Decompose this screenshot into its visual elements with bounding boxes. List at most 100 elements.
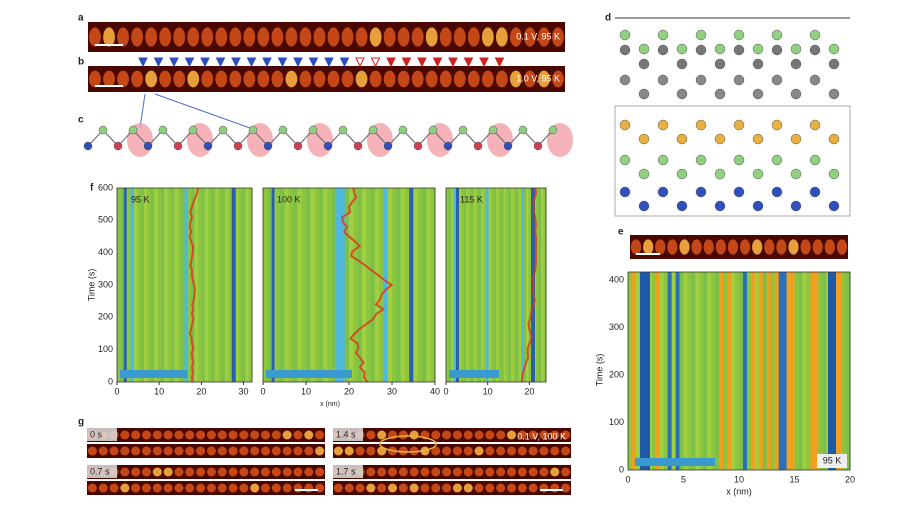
- stm-spot: [387, 467, 398, 477]
- atom: [790, 133, 802, 145]
- atom: [809, 29, 821, 41]
- stm-spot: [355, 446, 365, 456]
- stm-spot: [474, 467, 484, 477]
- site-marker: [169, 57, 179, 68]
- stm-spot: [453, 70, 466, 88]
- heatmap-column: [651, 272, 657, 470]
- blue-stripe: [123, 188, 127, 382]
- frame-time: 1.7 s: [336, 466, 356, 476]
- heatmap-column: [177, 188, 182, 382]
- heatmap-column: [810, 272, 815, 470]
- y-tick-label: 500: [98, 215, 113, 225]
- heatmap-column: [263, 188, 268, 382]
- stm-spot: [217, 446, 227, 456]
- stm-spot: [431, 467, 441, 477]
- atom: [293, 141, 303, 151]
- stm-spot: [467, 70, 480, 88]
- stm-spot: [260, 483, 271, 493]
- atom: [809, 119, 821, 131]
- stm-spot: [485, 430, 495, 440]
- heatmap-column: [541, 188, 544, 382]
- heatmap-column: [770, 272, 776, 470]
- blue-stripe: [231, 188, 236, 382]
- atom: [752, 58, 764, 70]
- heatmap-column: [543, 188, 547, 382]
- heatmap-column: [417, 188, 423, 382]
- heatmap-column: [413, 188, 419, 382]
- panel-d-frame: [614, 105, 851, 217]
- stm-spot: [425, 70, 438, 88]
- stm-spot: [561, 483, 571, 493]
- heatmap-column: [301, 188, 307, 382]
- x-axis-label: x (nm): [320, 401, 340, 408]
- temperature-tag: 95 K: [823, 455, 842, 465]
- atom: [809, 44, 821, 56]
- atom: [248, 125, 258, 135]
- stm-spot: [304, 430, 314, 440]
- heatmap-column: [754, 272, 760, 470]
- atom: [733, 119, 745, 131]
- heatmap-column: [695, 272, 700, 470]
- heatmap-column: [511, 188, 514, 382]
- stm-spot: [366, 483, 376, 493]
- stm-spot: [293, 483, 303, 493]
- stm-spot: [409, 446, 419, 456]
- stm-spot: [152, 446, 162, 456]
- stm-spot: [174, 467, 184, 477]
- stm-spot: [196, 467, 206, 477]
- stm-spot: [173, 70, 186, 88]
- stm-spot: [409, 467, 419, 477]
- stm-spot: [377, 430, 387, 440]
- stm-spot: [257, 70, 270, 88]
- stm-spot: [366, 446, 376, 456]
- stm-spot: [510, 27, 522, 47]
- stm-spot: [315, 467, 325, 477]
- stm-spot: [550, 446, 560, 456]
- heatmap-column: [225, 188, 229, 382]
- y-tick-label: 200: [609, 369, 624, 379]
- stm-spot: [679, 239, 690, 255]
- heatmap-column: [349, 188, 354, 382]
- atom: [733, 186, 745, 198]
- stm-spot: [344, 446, 354, 456]
- site-marker: [401, 57, 412, 68]
- stm-spot: [185, 483, 195, 493]
- stm-spot: [506, 467, 517, 477]
- heatmap-column: [493, 188, 497, 382]
- atom: [657, 119, 669, 131]
- heatmap-column: [314, 188, 320, 382]
- stm-spot: [229, 27, 242, 47]
- heatmap-column: [221, 188, 226, 382]
- heatmap-column: [181, 188, 185, 382]
- heatmap-column: [758, 272, 764, 470]
- stm-spot: [174, 430, 184, 440]
- atom: [657, 186, 669, 198]
- site-marker: [448, 57, 458, 68]
- stm-spot: [87, 483, 97, 493]
- stm-spot: [495, 27, 508, 47]
- stm-spot: [561, 430, 571, 440]
- site-marker: [339, 57, 350, 68]
- stm-spot: [327, 70, 340, 88]
- stm-spot: [206, 483, 216, 493]
- heatmap-column: [288, 188, 294, 382]
- stm-spot: [243, 70, 256, 88]
- y-tick-label: 0: [619, 464, 624, 474]
- condition-label: 0.1 V, 95 K: [516, 31, 560, 41]
- stm-spot: [271, 70, 284, 88]
- stm-spot: [163, 430, 173, 440]
- stm-spot: [229, 70, 242, 88]
- stm-spot: [496, 483, 506, 493]
- heatmap-column: [241, 188, 246, 382]
- stm-spot: [561, 467, 571, 477]
- panel-letter: d: [605, 13, 611, 24]
- atom: [828, 88, 840, 100]
- heatmap-column: [463, 188, 467, 382]
- atom: [368, 125, 378, 135]
- heatmap-column: [671, 272, 677, 470]
- heatmap-column: [802, 272, 807, 470]
- atom: [771, 74, 783, 86]
- stm-spot: [152, 483, 162, 493]
- site-marker: [432, 57, 443, 68]
- heatmap-column: [318, 188, 324, 382]
